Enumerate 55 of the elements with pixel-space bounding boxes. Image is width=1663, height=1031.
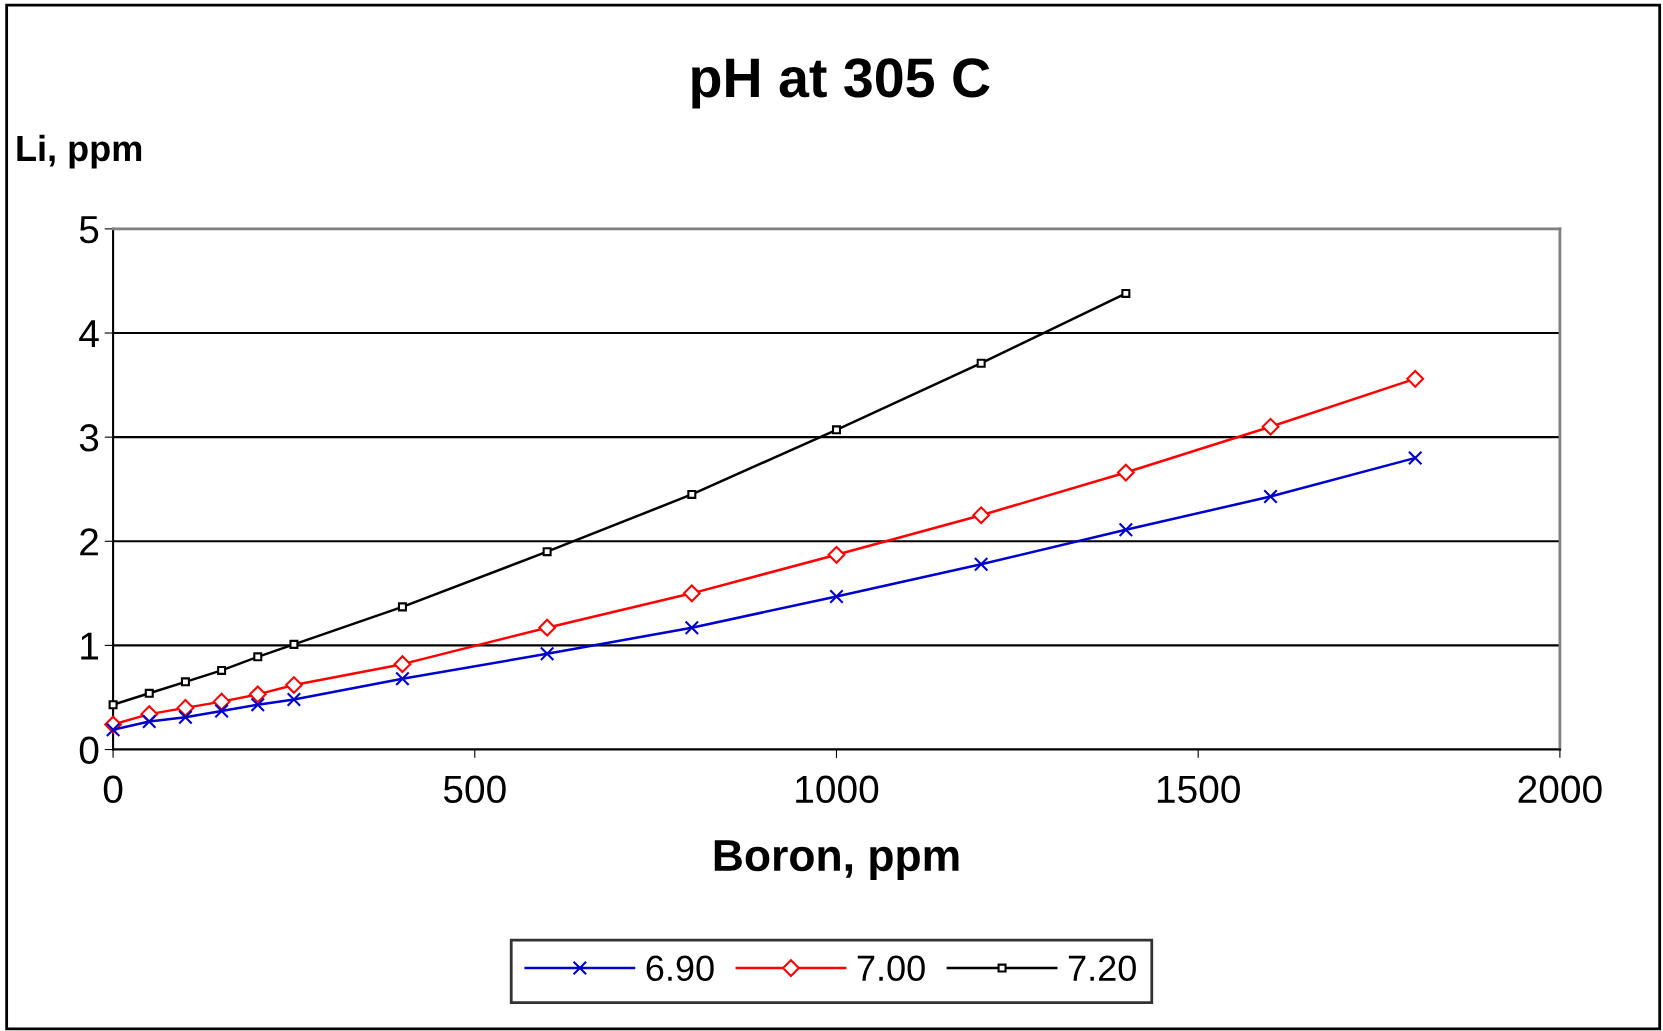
x-tick-label: 1500 bbox=[1157, 775, 1240, 804]
point bbox=[1121, 288, 1131, 298]
x-tick-label: 2000 bbox=[1518, 775, 1602, 804]
point bbox=[1406, 369, 1425, 388]
point bbox=[542, 547, 552, 557]
point bbox=[144, 688, 154, 698]
point bbox=[684, 620, 700, 635]
x-tick-label: 500 bbox=[443, 775, 506, 804]
point bbox=[682, 584, 701, 603]
point bbox=[289, 639, 299, 649]
point bbox=[141, 714, 157, 729]
y-tick-label: 0 bbox=[79, 736, 99, 765]
chart-title: pH at 305 C bbox=[692, 58, 990, 109]
legend-label: 6.90 bbox=[646, 955, 714, 982]
point bbox=[539, 646, 555, 662]
point bbox=[1261, 417, 1280, 436]
point bbox=[248, 685, 267, 704]
point bbox=[1118, 522, 1134, 538]
y-axis-title: Li, ppm bbox=[17, 134, 142, 169]
point bbox=[217, 665, 227, 675]
point bbox=[973, 556, 989, 572]
point bbox=[105, 722, 121, 738]
point bbox=[214, 703, 229, 719]
point bbox=[1407, 450, 1423, 466]
y-tick-label: 3 bbox=[79, 424, 99, 452]
y-tick-label: 5 bbox=[79, 216, 99, 244]
x-tick-label: 1000 bbox=[796, 775, 879, 804]
point bbox=[178, 709, 193, 725]
y-tick-label: 1 bbox=[81, 632, 98, 660]
point bbox=[972, 506, 991, 525]
point bbox=[212, 692, 231, 711]
point bbox=[285, 676, 303, 694]
point bbox=[180, 677, 190, 687]
point bbox=[397, 602, 407, 612]
x-axis-title: Boron, ppm bbox=[714, 840, 959, 880]
legend-label: 7.20 bbox=[1068, 955, 1136, 982]
point bbox=[393, 655, 412, 674]
x-tick-label: 0 bbox=[103, 775, 123, 804]
y-tick-label: 2 bbox=[80, 528, 98, 556]
point bbox=[176, 698, 195, 717]
point bbox=[538, 618, 557, 637]
point bbox=[687, 489, 697, 499]
point bbox=[250, 697, 266, 713]
point bbox=[286, 692, 302, 707]
point bbox=[1263, 489, 1278, 504]
legend-label: 7.00 bbox=[857, 955, 925, 982]
point bbox=[395, 671, 410, 687]
point bbox=[831, 425, 841, 435]
point bbox=[976, 358, 986, 368]
point bbox=[829, 589, 844, 604]
point bbox=[1116, 463, 1135, 482]
point bbox=[827, 545, 846, 564]
point bbox=[108, 700, 118, 710]
y-tick-label: 4 bbox=[79, 320, 99, 348]
point bbox=[253, 652, 263, 662]
